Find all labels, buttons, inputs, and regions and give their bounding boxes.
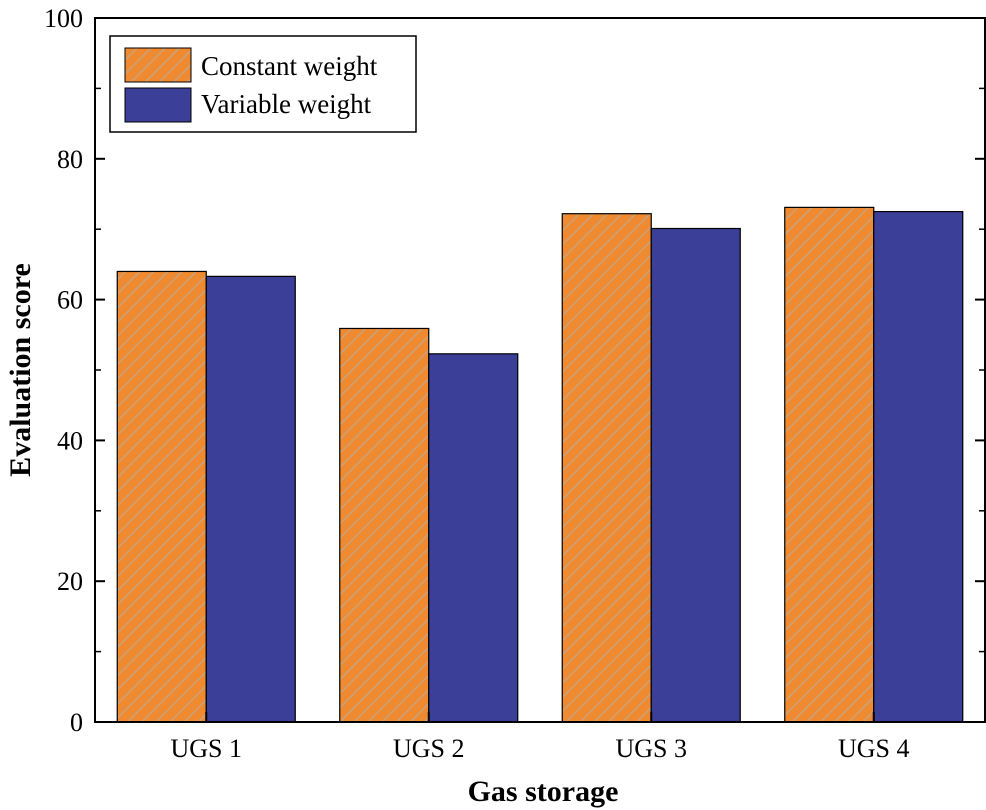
x-axis-title: Gas storage <box>468 775 619 808</box>
x-tick-label: UGS 2 <box>393 734 465 763</box>
legend-swatch-variable <box>124 87 192 123</box>
bar-variable-4 <box>873 211 964 723</box>
y-tick-label: 80 <box>57 145 83 174</box>
bar-constant-2 <box>339 327 430 723</box>
legend-label-constant: Constant weight <box>201 51 378 81</box>
y-tick-label: 20 <box>57 567 83 596</box>
bar-constant-4 <box>784 206 875 723</box>
x-tick-label: UGS 3 <box>615 734 687 763</box>
legend: Constant weight Variable weight <box>109 35 417 133</box>
y-tick-label: 0 <box>70 708 83 737</box>
y-tick-label: 40 <box>57 426 83 455</box>
bar-variable-2 <box>428 353 519 723</box>
x-tick-label: UGS 4 <box>838 734 910 763</box>
y-tick-label: 100 <box>44 4 83 33</box>
x-tick-label: UGS 1 <box>170 734 242 763</box>
y-tick-label: 60 <box>57 286 83 315</box>
bar-constant-3 <box>561 213 652 723</box>
bar-variable-1 <box>205 275 296 723</box>
bar-constant-1 <box>116 270 207 723</box>
legend-swatch-constant <box>124 47 192 83</box>
y-axis-title: Evaluation score <box>4 263 37 477</box>
x-axis: UGS 1 UGS 2 UGS 3 UGS 4 <box>170 712 910 763</box>
bar-variable-3 <box>650 227 741 723</box>
bars-group <box>116 206 964 723</box>
y-axis: 0 20 40 60 80 100 <box>44 4 985 737</box>
legend-label-variable: Variable weight <box>201 89 372 119</box>
